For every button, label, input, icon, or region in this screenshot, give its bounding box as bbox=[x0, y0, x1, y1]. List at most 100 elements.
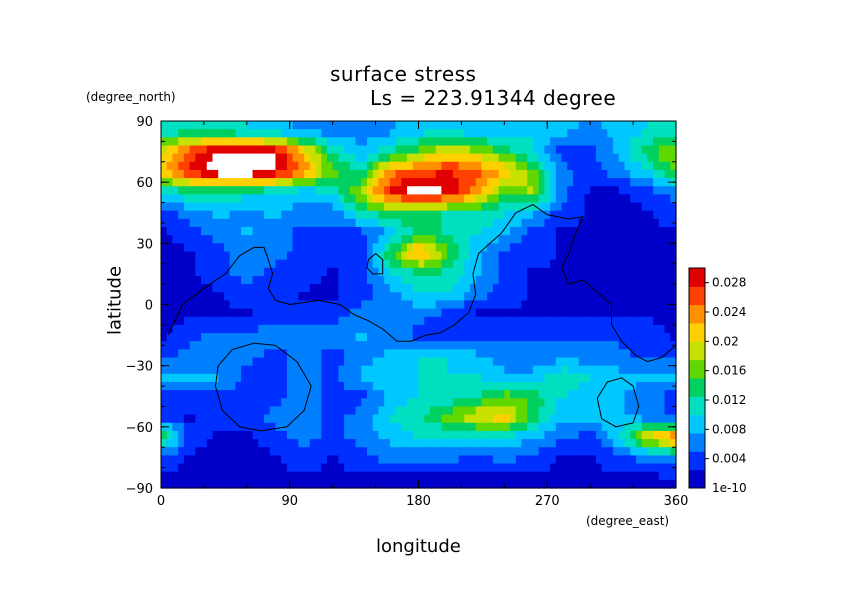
heatmap-cell bbox=[470, 145, 477, 155]
heatmap-cell bbox=[326, 422, 334, 432]
heatmap-cell bbox=[166, 178, 174, 187]
heatmap-cell bbox=[624, 414, 631, 424]
heatmap-cell bbox=[515, 178, 523, 187]
heatmap-cell bbox=[281, 341, 288, 350]
heatmap-cell bbox=[567, 145, 574, 155]
heatmap-cell bbox=[515, 430, 523, 440]
heatmap-cell bbox=[286, 430, 294, 440]
heatmap-cell bbox=[452, 341, 460, 350]
heatmap-cell bbox=[161, 365, 168, 375]
heatmap-cell bbox=[435, 414, 442, 424]
heatmap-cell bbox=[573, 161, 580, 171]
heatmap-cell bbox=[355, 414, 362, 424]
heatmap-cell bbox=[264, 227, 271, 236]
heatmap-cell bbox=[384, 324, 391, 334]
heatmap-cell bbox=[321, 218, 328, 228]
heatmap-cell bbox=[498, 390, 505, 399]
heatmap-cell bbox=[641, 463, 648, 473]
heatmap-cell bbox=[326, 267, 334, 277]
heatmap-cell bbox=[401, 463, 408, 473]
heatmap-cell bbox=[492, 137, 500, 147]
heatmap-cell bbox=[481, 324, 488, 334]
heatmap-cell bbox=[395, 349, 402, 359]
heatmap-cell bbox=[578, 308, 586, 318]
heatmap-cell bbox=[653, 251, 660, 261]
heatmap-cell bbox=[401, 153, 408, 163]
heatmap-cell bbox=[338, 284, 345, 293]
heatmap-cell bbox=[630, 471, 637, 481]
heatmap-cell bbox=[275, 439, 282, 448]
heatmap-cell bbox=[601, 137, 608, 147]
heatmap-cell bbox=[212, 308, 219, 318]
heatmap-cell bbox=[464, 308, 471, 318]
heatmap-cell bbox=[275, 129, 282, 138]
heatmap-cell bbox=[235, 235, 242, 244]
heatmap-cell bbox=[613, 324, 620, 334]
heatmap-cell bbox=[573, 137, 580, 147]
heatmap-cell bbox=[458, 202, 465, 212]
heatmap-cell bbox=[378, 169, 385, 179]
heatmap-cell bbox=[332, 422, 339, 432]
heatmap-cell bbox=[470, 316, 477, 326]
heatmap-cell bbox=[664, 430, 671, 440]
heatmap-cell bbox=[349, 390, 357, 399]
heatmap-cell bbox=[498, 153, 505, 163]
heatmap-cell bbox=[189, 455, 196, 465]
heatmap-cell bbox=[504, 178, 511, 187]
heatmap-cell bbox=[344, 218, 351, 228]
heatmap-cell bbox=[504, 447, 511, 456]
heatmap-cell bbox=[641, 365, 648, 375]
heatmap-cell bbox=[223, 430, 231, 440]
heatmap-cell bbox=[498, 471, 505, 481]
heatmap-cell bbox=[372, 251, 380, 261]
heatmap-cell bbox=[389, 422, 397, 432]
heatmap-cell bbox=[487, 390, 494, 399]
heatmap-cell bbox=[349, 365, 357, 375]
heatmap-cell bbox=[418, 243, 425, 253]
heatmap-cell bbox=[607, 390, 614, 399]
heatmap-cell bbox=[367, 121, 374, 130]
heatmap-cell bbox=[550, 357, 557, 367]
heatmap-cell bbox=[613, 471, 620, 481]
heatmap-cell bbox=[613, 300, 620, 310]
heatmap-cell bbox=[332, 202, 339, 212]
heatmap-cell bbox=[630, 447, 637, 456]
heatmap-cell bbox=[475, 447, 483, 456]
heatmap-cell bbox=[326, 471, 334, 481]
heatmap-cell bbox=[532, 227, 540, 236]
heatmap-cell bbox=[304, 121, 311, 130]
heatmap-cell bbox=[298, 422, 305, 432]
heatmap-cell bbox=[178, 365, 185, 375]
heatmap-cell bbox=[412, 284, 420, 293]
heatmap-cell bbox=[653, 153, 660, 163]
heatmap-cell bbox=[344, 349, 351, 359]
heatmap-cell bbox=[492, 430, 500, 440]
heatmap-cell bbox=[407, 316, 414, 326]
heatmap-cell bbox=[504, 455, 511, 465]
heatmap-cell bbox=[435, 316, 442, 326]
heatmap-cell bbox=[447, 137, 454, 147]
heatmap-cell bbox=[532, 161, 540, 171]
heatmap-cell bbox=[195, 202, 202, 212]
heatmap-cell bbox=[378, 455, 385, 465]
heatmap-cell bbox=[515, 275, 523, 285]
heatmap-cell bbox=[613, 292, 620, 302]
heatmap-cell bbox=[452, 235, 460, 244]
heatmap-cell bbox=[435, 479, 442, 489]
heatmap-cell bbox=[670, 430, 677, 440]
heatmap-cell bbox=[223, 479, 231, 489]
heatmap-cell bbox=[332, 243, 339, 253]
heatmap-cell bbox=[298, 300, 305, 310]
heatmap-cell bbox=[315, 178, 322, 187]
heatmap-cell bbox=[223, 169, 231, 179]
heatmap-cell bbox=[332, 414, 339, 424]
heatmap-cell bbox=[407, 381, 414, 391]
heatmap-cell bbox=[618, 308, 626, 318]
heatmap-cell bbox=[538, 259, 545, 269]
heatmap-cell bbox=[275, 365, 282, 375]
heatmap-cell bbox=[395, 259, 402, 269]
heatmap-cell bbox=[664, 153, 671, 163]
heatmap-cell bbox=[418, 422, 425, 432]
heatmap-cell bbox=[258, 259, 265, 269]
heatmap-cell bbox=[595, 161, 603, 171]
